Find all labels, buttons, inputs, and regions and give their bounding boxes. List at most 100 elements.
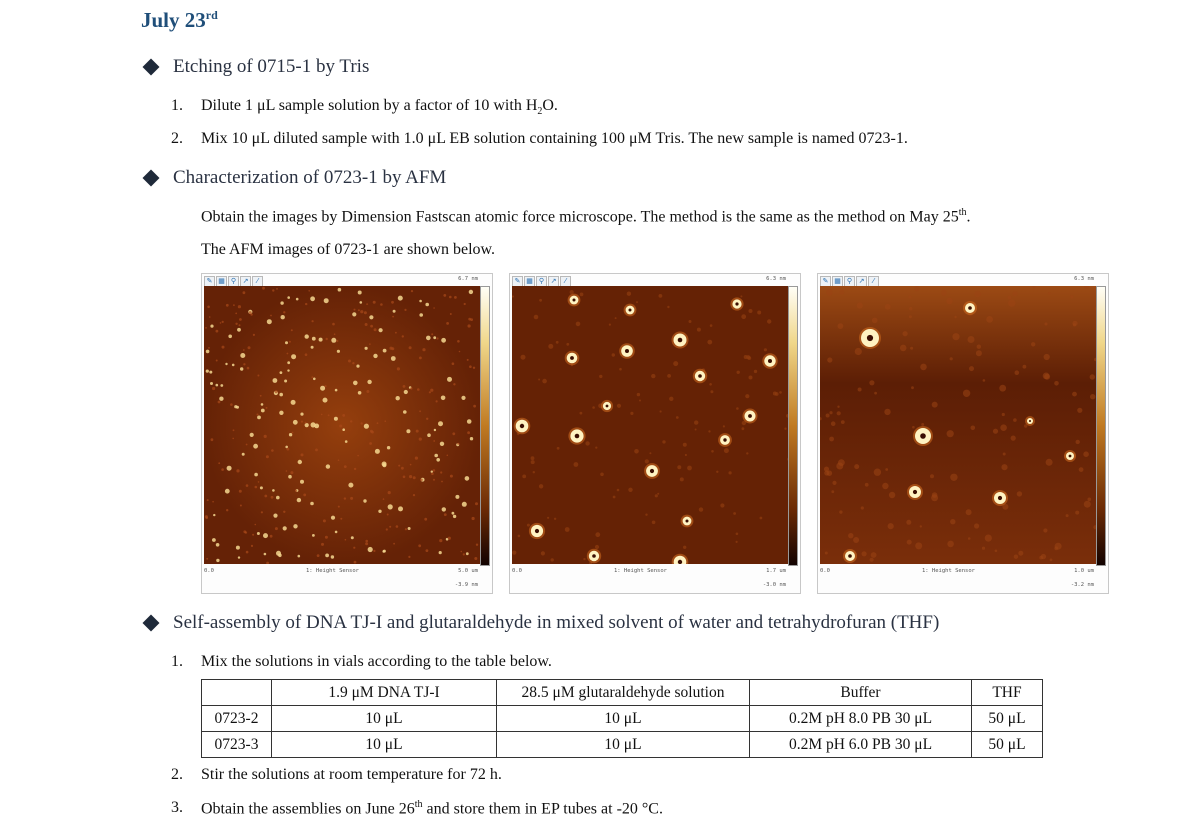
afm-texture-speck	[325, 337, 328, 341]
afm-particle	[331, 337, 337, 343]
afm-particle	[359, 301, 363, 304]
afm-particles	[820, 286, 1097, 563]
afm-particle	[367, 379, 372, 385]
afm-texture-speck	[454, 296, 457, 299]
afm-particle	[357, 290, 362, 295]
afm-particle-core	[677, 559, 683, 564]
afm-texture-speck	[353, 560, 357, 564]
afm-particle	[287, 361, 291, 365]
afm-texture-speck	[735, 532, 739, 536]
afm-texture-speck	[1040, 553, 1047, 560]
afm-particle	[334, 388, 338, 392]
afm-texture-speck	[321, 542, 324, 546]
afm-particle	[280, 301, 284, 305]
afm-particle-core	[574, 433, 580, 439]
afm-texture-speck	[555, 340, 559, 344]
afm-texture-speck	[340, 517, 343, 520]
afm-texture-speck	[1002, 503, 1009, 510]
afm-particle	[219, 396, 224, 401]
afm-particle	[318, 337, 323, 342]
afm-particle-core	[628, 308, 632, 312]
afm-texture-speck	[286, 352, 289, 355]
afm-texture-speck	[250, 544, 254, 547]
afm-texture-speck	[389, 346, 393, 350]
afm-particle-core	[534, 528, 540, 534]
afm-texture-speck	[226, 509, 229, 512]
afm-texture-speck	[286, 447, 290, 451]
axis-origin: 0.0	[512, 568, 522, 574]
afm-particle	[237, 556, 241, 559]
afm-texture-speck	[446, 322, 449, 325]
afm-texture-speck	[542, 378, 547, 384]
section-heading-afm: Characterization of 0723-1 by AFM	[141, 167, 446, 189]
afm-particle-core	[968, 306, 972, 310]
afm-texture-speck	[946, 297, 953, 305]
afm-texture-speck	[398, 464, 401, 467]
afm-texture-speck	[311, 376, 314, 379]
afm-texture-speck	[290, 471, 294, 475]
afm-texture-speck	[395, 331, 397, 334]
afm-texture-speck	[457, 340, 460, 343]
afm-particle	[279, 392, 283, 397]
afm-texture-speck	[908, 315, 912, 319]
afm-particle	[436, 458, 440, 462]
afm-texture-speck	[1054, 542, 1062, 550]
afm-texture-speck	[387, 491, 391, 495]
afm-particle	[425, 302, 429, 307]
afm-texture-speck	[256, 413, 259, 416]
afm-texture-speck	[266, 561, 269, 564]
afm-texture-speck	[339, 424, 343, 428]
afm-texture-speck	[257, 481, 260, 483]
afm-texture-speck	[1018, 550, 1024, 556]
afm-texture-speck	[723, 448, 729, 454]
colorscale-min: -3.0 nm	[762, 582, 786, 588]
afm-texture-speck	[272, 289, 275, 292]
afm-texture-speck	[215, 359, 218, 362]
afm-texture-speck	[829, 411, 833, 415]
afm-particle	[382, 348, 387, 353]
afm-particle	[297, 459, 302, 465]
afm-texture-speck	[687, 465, 692, 471]
afm-particle	[390, 356, 396, 361]
colorscale-min: -3.2 nm	[1070, 582, 1094, 588]
afm-texture-speck	[385, 528, 388, 531]
afm-particle	[438, 421, 443, 427]
mix-table: 1.9 μM DNA TJ-I 28.5 μM glutaraldehyde s…	[201, 679, 1043, 758]
afm-texture-speck	[1008, 299, 1016, 307]
afm-texture-speck	[882, 482, 889, 490]
afm-texture-speck	[538, 378, 541, 381]
afm-texture-speck	[250, 313, 253, 316]
afm-particle	[260, 408, 265, 413]
afm-texture-speck	[1072, 323, 1077, 327]
afm-texture-speck	[772, 391, 777, 396]
afm-texture-speck	[667, 374, 671, 378]
afm-particle	[216, 558, 220, 563]
afm-texture-speck	[376, 422, 379, 425]
colorscale-bar	[1096, 286, 1106, 566]
afm-texture-speck	[433, 478, 435, 481]
afm-texture-speck	[274, 390, 278, 394]
afm-texture-speck	[430, 388, 434, 392]
afm-texture-speck	[468, 317, 472, 321]
afm-particle	[210, 382, 213, 385]
afm-texture-speck	[373, 328, 377, 332]
afm-texture-speck	[369, 429, 373, 433]
afm-texture-speck	[1065, 514, 1069, 518]
afm-particle	[330, 555, 335, 559]
afm-texture-speck	[238, 324, 241, 327]
afm-texture-speck	[471, 516, 475, 521]
afm-texture-speck	[443, 294, 447, 297]
afm-texture-speck	[324, 385, 327, 388]
afm-texture-speck	[952, 333, 960, 341]
afm-texture-speck	[283, 311, 286, 314]
afm-particle	[451, 511, 455, 515]
afm-particle-core	[723, 438, 727, 442]
afm-texture-speck	[462, 553, 465, 556]
afm-texture-speck	[912, 425, 915, 429]
afm-texture-speck	[636, 392, 641, 397]
scan-size: 5.0 um	[458, 568, 478, 574]
afm-particle	[363, 423, 369, 429]
afm-texture-speck	[698, 507, 704, 512]
afm-texture-speck	[548, 343, 554, 349]
afm-particle	[381, 461, 387, 467]
